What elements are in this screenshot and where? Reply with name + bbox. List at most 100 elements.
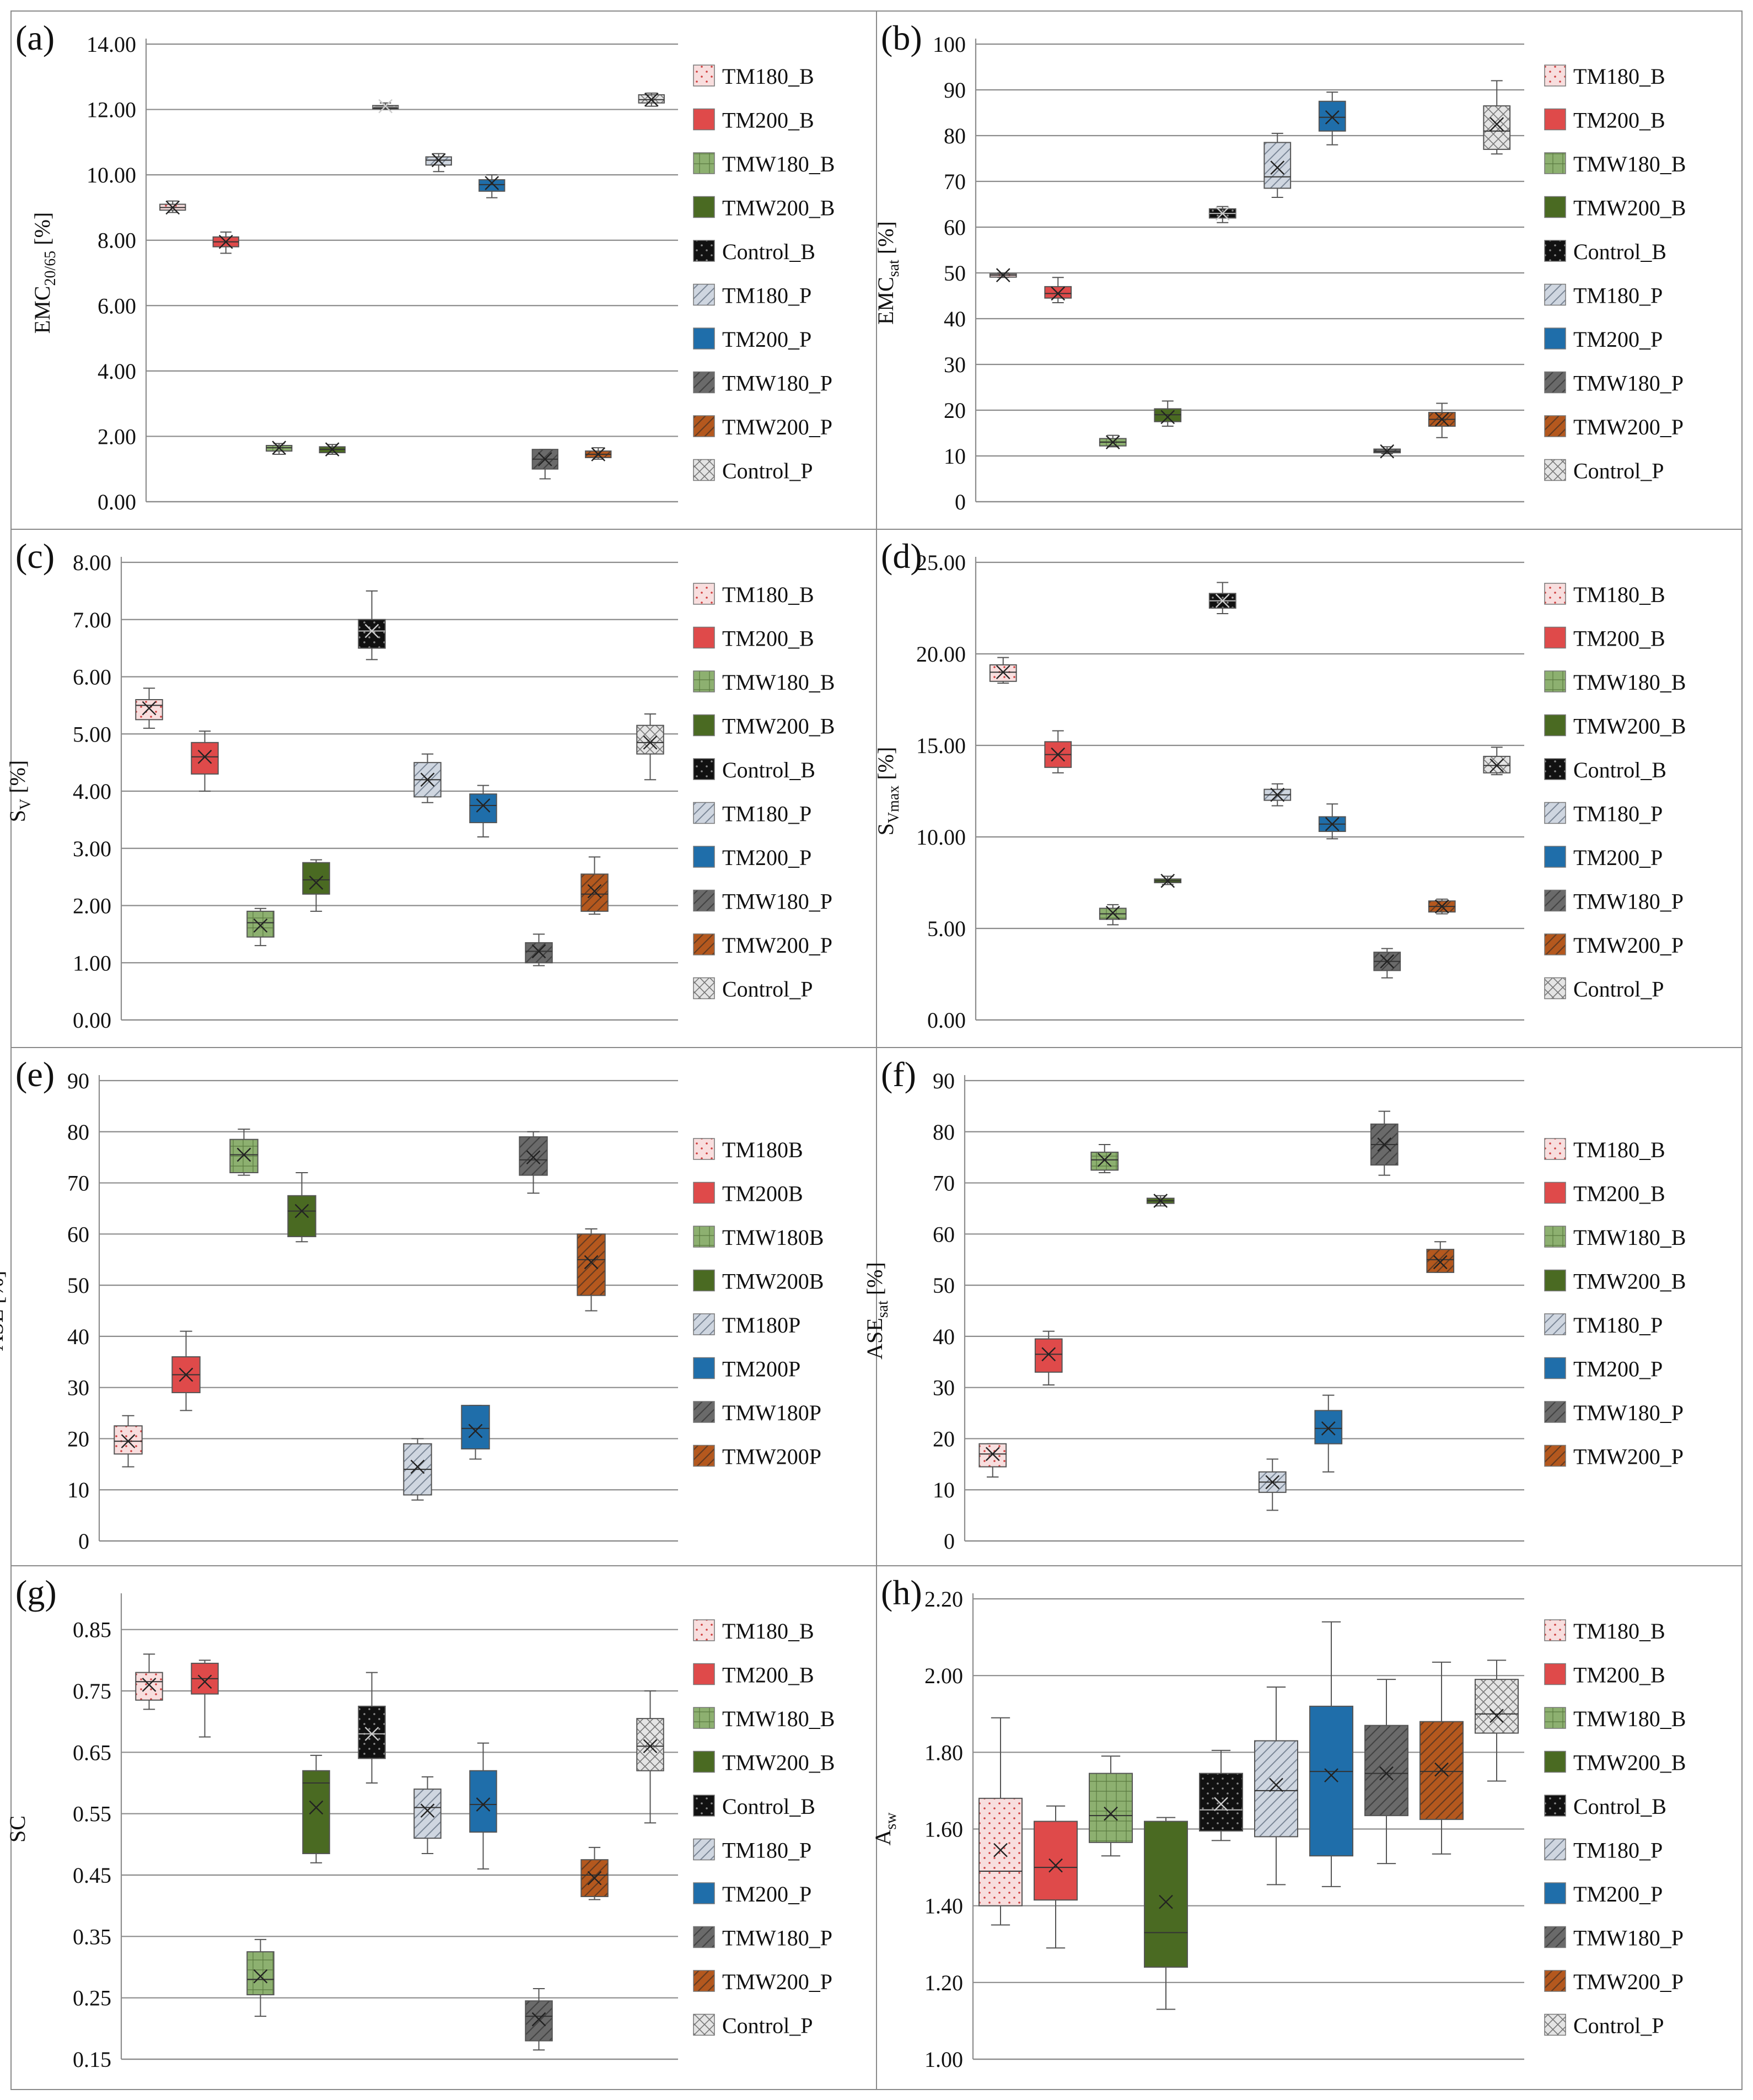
panel-label: (a) (15, 18, 55, 57)
legend-swatch (1544, 1707, 1566, 1729)
legend-item: TMW180B (693, 1225, 824, 1250)
y-tick-label: 2.20 (924, 1587, 963, 1612)
legend-label: TMW200_P (722, 1969, 832, 1994)
mean-marker (121, 1434, 136, 1448)
legend-label: Control_P (1573, 459, 1664, 484)
legend-item: TMW200_P (1544, 1444, 1684, 1469)
mean-marker (1159, 1894, 1173, 1909)
y-tick-label: 2.00 (98, 424, 136, 449)
y-tick-label: 0.00 (73, 1008, 111, 1033)
legend-item: TM200P (693, 1357, 800, 1382)
panel-label: (f) (881, 1055, 916, 1094)
legend-swatch (1544, 889, 1566, 912)
mean-marker (179, 1367, 193, 1382)
legend-swatch (693, 1357, 715, 1379)
box-iqr (1426, 1249, 1455, 1273)
legend-swatch (1544, 1269, 1566, 1292)
legend-item: TMW180_B (1544, 152, 1686, 176)
box-iqr (413, 1789, 442, 1839)
legend-item: TM200_P (1544, 1357, 1663, 1382)
box-TM200_P (469, 785, 497, 837)
legend: TM180_B TM200_B TMW180_B TMW200_B Control_B T… (1544, 582, 1686, 1002)
mean-marker (1104, 1806, 1118, 1821)
panel-frame (10, 10, 877, 530)
legend-label: TM200_P (722, 1882, 811, 1906)
box-TMW180_B (246, 1938, 275, 2017)
y-tick-label: 1.40 (924, 1894, 963, 1919)
y-tick-label: 20 (944, 398, 966, 423)
legend-label: Control_B (722, 1794, 815, 1819)
box-TMW180_P (525, 933, 553, 966)
y-tick-label: 0.00 (927, 1008, 966, 1033)
legend-item: TMW180_B (1544, 1706, 1686, 1731)
legend-item: TM200_B (1544, 108, 1665, 133)
box-TM180_B (989, 268, 1017, 282)
legend-swatch (1544, 1181, 1566, 1204)
legend-swatch (693, 1401, 715, 1423)
y-tick-label: 1.60 (924, 1817, 963, 1842)
box-iqr (978, 1443, 1007, 1468)
legend-swatch (693, 1138, 715, 1160)
mean-marker (420, 772, 435, 787)
mean-marker (1270, 787, 1285, 802)
legend-swatch (1544, 977, 1566, 1000)
box-TMW180_B (246, 907, 275, 947)
legend-item: TMW180_P (1544, 1400, 1684, 1425)
box-Control_B (1208, 206, 1236, 223)
legend-swatch (1544, 2013, 1566, 2036)
box-iqr (358, 1705, 386, 1759)
box-iqr (525, 2000, 553, 2042)
mean-marker (526, 1150, 541, 1165)
legend-label: TMW200_B (1573, 196, 1686, 221)
y-tick-label: 80 (944, 123, 966, 148)
mean-marker (364, 1727, 379, 1741)
legend-swatch (1544, 196, 1566, 218)
y-tick-label: 30 (944, 352, 966, 377)
mean-marker (584, 1255, 599, 1270)
legend-swatch (1544, 583, 1566, 605)
legend-item: Control_P (1544, 977, 1664, 1002)
panels: (a) 0.00 2.00 4.00 6.00 8.00 10.00 12.00 14.00 EM… (0, 10, 1743, 2090)
legend-item: TMW180_B (693, 1706, 835, 1731)
legend-label: TM200_P (722, 327, 811, 352)
legend-item: TMW200_P (1544, 415, 1684, 439)
legend-label: TM180_P (722, 283, 811, 308)
mean-marker (531, 944, 546, 959)
legend-item: TMW200P (693, 1444, 821, 1469)
box-Control_P (1475, 1659, 1519, 1782)
box-TM200_B (1044, 277, 1072, 303)
y-tick-label: 60 (944, 215, 966, 240)
y-tick-label: 2.00 (73, 894, 111, 919)
panel-frame (876, 10, 1743, 530)
box-iqr (287, 1195, 316, 1237)
legend-label: TMW180P (722, 1400, 821, 1425)
box-iqr (1144, 1820, 1188, 1968)
legend-swatch (693, 977, 715, 1000)
box-iqr (302, 862, 330, 895)
legend-label: Control_B (722, 758, 815, 782)
box-TMW180_P (1370, 1110, 1399, 1176)
legend-label: TMW200_B (722, 1750, 835, 1775)
legend-item: TMW180_B (1544, 1225, 1686, 1250)
y-tick-label: 50 (67, 1273, 89, 1298)
mean-marker (1051, 286, 1066, 301)
legend-item: TMW200_P (693, 415, 832, 439)
mean-marker (531, 2012, 546, 2027)
legend-label: TMW200_B (722, 714, 835, 739)
box-TM180_P (1263, 132, 1292, 198)
y-axis-label: EMC20/65 [%] (30, 212, 59, 334)
mean-marker (1215, 206, 1230, 221)
legend-item: TM180_B (1544, 1137, 1665, 1162)
y-axis-label: Asw (870, 1812, 900, 1846)
box-TM200_B (1034, 1805, 1078, 1949)
legend-label: TM200_B (1573, 1181, 1665, 1206)
box-iqr (1254, 1740, 1298, 1838)
box-iqr (191, 742, 219, 775)
panel-frame (10, 529, 877, 1048)
box-iqr (525, 942, 553, 964)
panel-frame (876, 529, 1743, 1048)
legend-swatch (693, 758, 715, 780)
legend-item: TM180_P (693, 283, 811, 308)
legend-item: TM180_P (693, 802, 811, 826)
